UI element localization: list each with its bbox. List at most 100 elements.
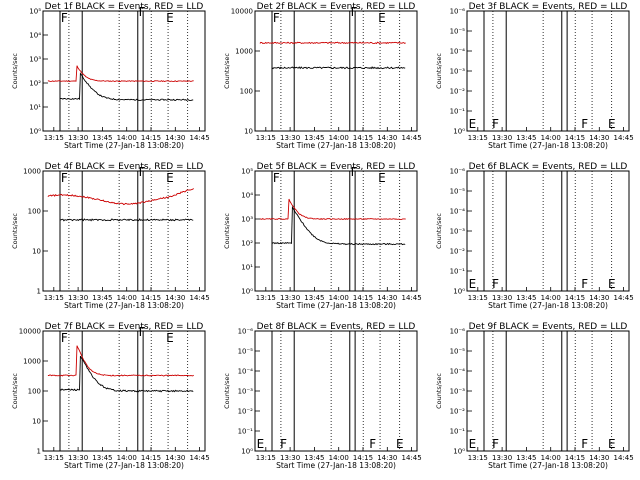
x-tick-label: 14:30 (377, 294, 397, 302)
flag-label: E (608, 117, 616, 131)
plot-frame (254, 170, 418, 292)
y-tick-label: 1000 (235, 48, 253, 56)
flag-label: F (61, 331, 68, 345)
x-tick-label: 13:15 (256, 294, 276, 302)
x-axis-label: Start Time (27-Jan-18 13:08:20) (488, 461, 608, 470)
y-tick-label: 10⁻⁴ (450, 368, 466, 376)
x-tick-label: 13:15 (256, 454, 276, 462)
y-tick-label: 10 (244, 128, 253, 136)
detector-panel-9: Det 9f BLACK = Events, RED = LLD 10⁰ 10⁻¹ 1… (435, 322, 634, 470)
x-tick-label: 13:30 (68, 294, 88, 302)
y-tick-label: 10⁻⁵ (450, 188, 466, 196)
x-tick-label: 14:00 (541, 454, 561, 462)
events-series-line (271, 66, 406, 89)
x-tick-label: 13:45 (304, 134, 324, 142)
x-axis-label: Start Time (27-Jan-18 13:08:20) (64, 461, 184, 470)
lld-series-line (259, 198, 406, 220)
plot-frame (254, 10, 418, 132)
x-tick-label: 13:30 (68, 134, 88, 142)
x-tick-label: 14:45 (614, 454, 634, 462)
y-tick-label: 10⁻¹ (450, 108, 466, 116)
flag-label: F (492, 277, 499, 291)
detector-panel-1: Det 1f BLACK = Events, RED = LLD 10⁰ 10¹ 10… (11, 2, 210, 150)
y-tick-label: 10⁻¹ (450, 268, 466, 276)
x-tick-label: 14:15 (141, 454, 161, 462)
y-tick-label: 10⁰ (453, 448, 465, 456)
flag-label: F (351, 165, 358, 179)
detector-panel-6: Det 6f BLACK = Events, RED = LLD 10⁰ 10⁻¹ 1… (435, 162, 634, 310)
flag-label: E (608, 437, 616, 451)
y-tick-label: 10⁻² (450, 88, 466, 96)
y-tick-label: 1000 (23, 358, 41, 366)
x-tick-label: 14:30 (165, 454, 185, 462)
x-tick-label: 13:15 (44, 454, 64, 462)
x-tick-label: 14:15 (565, 454, 585, 462)
y-tick-label: 10⁻² (450, 248, 466, 256)
panel-title: Det 3f BLACK = Events, RED = LLD (469, 2, 628, 12)
panel-title: Det 2f BLACK = Events, RED = LLD (257, 2, 416, 12)
x-axis-label: Start Time (27-Jan-18 13:08:20) (488, 301, 608, 310)
y-tick-label: 10¹ (29, 104, 41, 112)
x-tick-label: 13:30 (280, 454, 300, 462)
y-tick-label: 100 (28, 208, 41, 216)
x-tick-label: 14:30 (165, 294, 185, 302)
x-tick-label: 13:30 (280, 134, 300, 142)
x-tick-label: 13:15 (256, 134, 276, 142)
flag-label: E (166, 171, 174, 185)
y-tick-label: 10⁻⁵ (450, 348, 466, 356)
y-tick-label: 10⁵ (241, 168, 253, 176)
detector-panel-8: Det 8f BLACK = Events, RED = LLD 10⁰ 10⁻¹ 1… (223, 322, 422, 470)
flag-label: F (139, 5, 146, 19)
x-tick-label: 14:15 (565, 294, 585, 302)
flag-label: F (139, 165, 146, 179)
flag-label: E (257, 437, 265, 451)
x-tick-label: 13:45 (304, 294, 324, 302)
events-series-line (271, 205, 406, 257)
x-tick-label: 13:30 (68, 454, 88, 462)
y-tick-label: 10⁵ (29, 8, 41, 16)
flag-label: F (273, 11, 280, 25)
panel-title: Det 9f BLACK = Events, RED = LLD (469, 322, 628, 332)
flag-label: F (139, 325, 146, 339)
x-tick-label: 14:45 (402, 134, 422, 142)
x-tick-label: 14:45 (614, 134, 634, 142)
y-tick-label: 10⁻⁶ (238, 328, 254, 336)
y-axis-label: Counts/sec (435, 213, 443, 249)
x-tick-label: 14:15 (353, 134, 373, 142)
flag-label: F (492, 437, 499, 451)
y-tick-label: 10⁻⁴ (450, 48, 466, 56)
y-tick-label: 10⁻⁴ (450, 208, 466, 216)
panel-title: Det 1f BLACK = Events, RED = LLD (45, 2, 204, 12)
x-tick-label: 13:15 (44, 294, 64, 302)
x-tick-label: 14:15 (353, 454, 373, 462)
x-tick-label: 13:15 (44, 134, 64, 142)
y-tick-label: 10⁻⁵ (450, 28, 466, 36)
flag-label: F (61, 11, 68, 25)
x-axis-label: Start Time (27-Jan-18 13:08:20) (276, 141, 396, 150)
plot-frame (254, 330, 418, 452)
flag-label: F (581, 277, 588, 291)
lld-series-line (47, 345, 194, 377)
flag-label: F (273, 171, 280, 185)
flag-label: E (469, 277, 477, 291)
x-tick-label: 14:00 (329, 294, 349, 302)
events-series-line (59, 72, 194, 113)
flag-label: F (581, 437, 588, 451)
y-tick-label: 10⁻¹ (450, 428, 466, 436)
y-tick-label: 10⁻⁶ (450, 328, 466, 336)
x-tick-label: 13:30 (280, 294, 300, 302)
flag-label: F (581, 117, 588, 131)
x-axis-label: Start Time (27-Jan-18 13:08:20) (64, 141, 184, 150)
x-axis-label: Start Time (27-Jan-18 13:08:20) (488, 141, 608, 150)
x-tick-label: 14:45 (614, 294, 634, 302)
flag-label: E (608, 277, 616, 291)
x-tick-label: 13:30 (492, 454, 512, 462)
y-tick-label: 10000 (231, 8, 253, 16)
x-tick-label: 14:00 (329, 454, 349, 462)
y-axis-label: Counts/sec (435, 373, 443, 409)
y-tick-label: 10⁻⁵ (238, 348, 254, 356)
y-tick-label: 10⁰ (241, 448, 253, 456)
y-tick-label: 10⁻⁶ (450, 168, 466, 176)
x-tick-label: 14:15 (565, 134, 585, 142)
